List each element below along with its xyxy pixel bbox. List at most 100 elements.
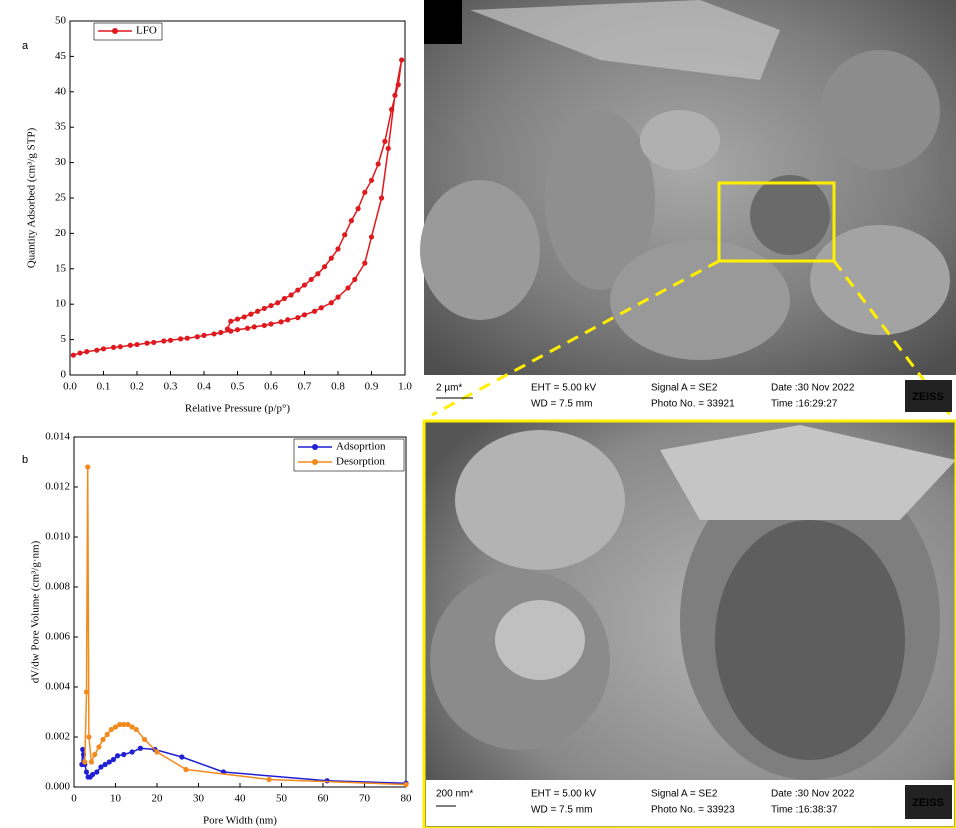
data-point	[403, 782, 408, 787]
sem-signal: Signal A = SE2	[651, 789, 718, 800]
data-point	[268, 321, 273, 326]
data-point	[84, 689, 89, 694]
data-point	[302, 282, 307, 287]
data-point	[392, 93, 397, 98]
data-point	[386, 146, 391, 151]
page: {"chart_data": [ {"type": "line", "legen…	[0, 0, 956, 828]
x-tick-label: 0.9	[365, 381, 379, 393]
x-tick-label: 60	[318, 793, 330, 805]
data-point	[329, 300, 334, 305]
data-point	[96, 744, 101, 749]
y-tick-label: 50	[55, 15, 67, 27]
x-tick-label: 0.7	[298, 381, 312, 393]
sem-signal: Signal A = SE2	[651, 383, 718, 394]
data-point	[275, 300, 280, 305]
data-point	[352, 277, 357, 282]
x-tick-label: 50	[276, 793, 288, 805]
x-tick-label: 0.4	[197, 381, 211, 393]
sem-wd: WD = 7.5 mm	[531, 399, 592, 410]
data-point	[134, 342, 139, 347]
sem-photo-no: Photo No. = 33921	[651, 399, 735, 410]
data-point	[362, 261, 367, 266]
data-point	[111, 757, 116, 762]
data-point	[195, 334, 200, 339]
series-line	[73, 60, 401, 355]
x-axis-title: Pore Width (nm)	[203, 815, 277, 827]
data-point	[89, 759, 94, 764]
data-point	[235, 327, 240, 332]
sem-image-top	[420, 0, 956, 418]
data-point	[101, 346, 106, 351]
data-point	[245, 326, 250, 331]
data-point	[266, 777, 271, 782]
y-tick-label: 5	[61, 333, 67, 345]
y-tick-label: 35	[55, 121, 67, 133]
legend-label: Adsoprtion	[336, 441, 386, 453]
data-point	[115, 753, 120, 758]
data-point	[211, 331, 216, 336]
data-point	[335, 295, 340, 300]
y-tick-label: 0.012	[45, 481, 70, 493]
data-point	[248, 312, 253, 317]
data-point	[289, 292, 294, 297]
data-point	[322, 264, 327, 269]
data-point	[335, 246, 340, 251]
y-tick-label: 0.010	[45, 531, 70, 543]
data-point	[282, 296, 287, 301]
sem-brand: ZEISS	[912, 797, 944, 809]
data-point	[111, 345, 116, 350]
data-point	[349, 218, 354, 223]
data-point	[382, 139, 387, 144]
y-tick-label: 0.000	[45, 781, 70, 793]
data-point	[285, 317, 290, 322]
x-tick-label: 70	[359, 793, 371, 805]
plot-frame	[70, 21, 405, 375]
y-tick-label: 0	[61, 369, 67, 381]
data-point	[105, 732, 110, 737]
x-tick-label: 40	[235, 793, 247, 805]
data-point	[315, 271, 320, 276]
sem-eht: EHT = 5.00 kV	[531, 789, 596, 800]
series-line	[85, 467, 406, 785]
data-point	[161, 338, 166, 343]
data-point	[121, 752, 126, 757]
sem-image-bottom	[424, 421, 956, 828]
y-tick-label: 10	[55, 298, 67, 310]
data-point	[100, 737, 105, 742]
panel-label: a	[22, 40, 29, 52]
data-point	[86, 734, 91, 739]
x-tick-label: 0	[71, 793, 77, 805]
x-tick-label: 0.8	[331, 381, 345, 393]
data-point	[396, 82, 401, 87]
data-point	[94, 769, 99, 774]
x-tick-label: 1.0	[398, 381, 412, 393]
data-point	[312, 309, 317, 314]
data-point	[356, 206, 361, 211]
sem-wd: WD = 7.5 mm	[531, 805, 592, 816]
data-point	[278, 319, 283, 324]
sem-scale-bar: 2 µm*	[436, 383, 462, 394]
x-tick-label: 0.2	[130, 381, 144, 393]
y-axis-title: Quantity Adsorbed (cm³/g STP)	[26, 127, 38, 268]
y-tick-label: 20	[55, 227, 67, 239]
sem-time: Time :16:38:37	[771, 805, 838, 816]
data-point	[85, 464, 90, 469]
data-point	[151, 340, 156, 345]
data-point	[92, 752, 97, 757]
x-tick-label: 0.0	[63, 381, 77, 393]
data-point	[71, 353, 76, 358]
sem-eht: EHT = 5.00 kV	[531, 383, 596, 394]
data-point	[342, 232, 347, 237]
data-point	[295, 287, 300, 292]
x-tick-label: 0.5	[231, 381, 245, 393]
data-point	[345, 285, 350, 290]
data-point	[82, 759, 87, 764]
x-tick-label: 80	[401, 793, 413, 805]
x-tick-label: 0.6	[264, 381, 278, 393]
legend-marker	[112, 28, 118, 34]
data-point	[252, 324, 257, 329]
data-point	[218, 330, 223, 335]
data-point	[225, 326, 230, 331]
data-point	[154, 749, 159, 754]
x-tick-label: 20	[152, 793, 164, 805]
